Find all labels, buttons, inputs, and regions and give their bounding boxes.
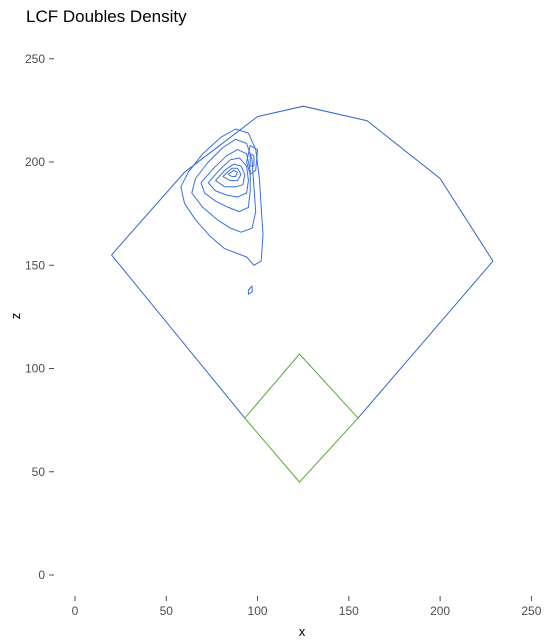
density-contour-5: [222, 167, 242, 182]
y-tick-label-5: 250: [25, 52, 45, 66]
y-axis-label: z: [8, 313, 23, 320]
density-contour-1: [191, 138, 257, 233]
density-contour-8: [249, 153, 255, 167]
y-tick-label-4: 200: [25, 155, 45, 169]
x-tick-label-5: 250: [521, 604, 541, 618]
density-contour-4: [215, 163, 246, 188]
density-contour-2: [200, 149, 251, 213]
y-tick-label-2: 100: [25, 362, 45, 376]
x-tick-label-2: 100: [248, 604, 268, 618]
infield-diamond: [244, 353, 359, 483]
x-axis: 0 50 100 150 200 250: [72, 596, 542, 618]
density-contour-7: [246, 145, 258, 175]
x-tick-label-3: 150: [339, 604, 359, 618]
density-contour-0: [180, 128, 264, 266]
x-tick-label-0: 0: [72, 604, 79, 618]
foul-line-1: [357, 260, 494, 419]
density-contour-9: [247, 285, 253, 295]
x-tick-label-4: 200: [430, 604, 450, 618]
chart-title: LCF Doubles Density: [26, 7, 187, 26]
x-axis-label: x: [299, 624, 306, 639]
density-contour-3: [207, 157, 249, 198]
density-contour-6: [227, 169, 238, 177]
y-tick-label-1: 50: [32, 465, 46, 479]
y-axis: 0 50 100 150 200 250: [25, 52, 54, 582]
foul-line-0: [111, 254, 246, 419]
outfield-wall: [111, 105, 494, 262]
y-tick-label-3: 150: [25, 258, 45, 272]
x-tick-label-1: 50: [160, 604, 174, 618]
plot-area: [111, 105, 494, 483]
y-tick-label-0: 0: [38, 568, 45, 582]
